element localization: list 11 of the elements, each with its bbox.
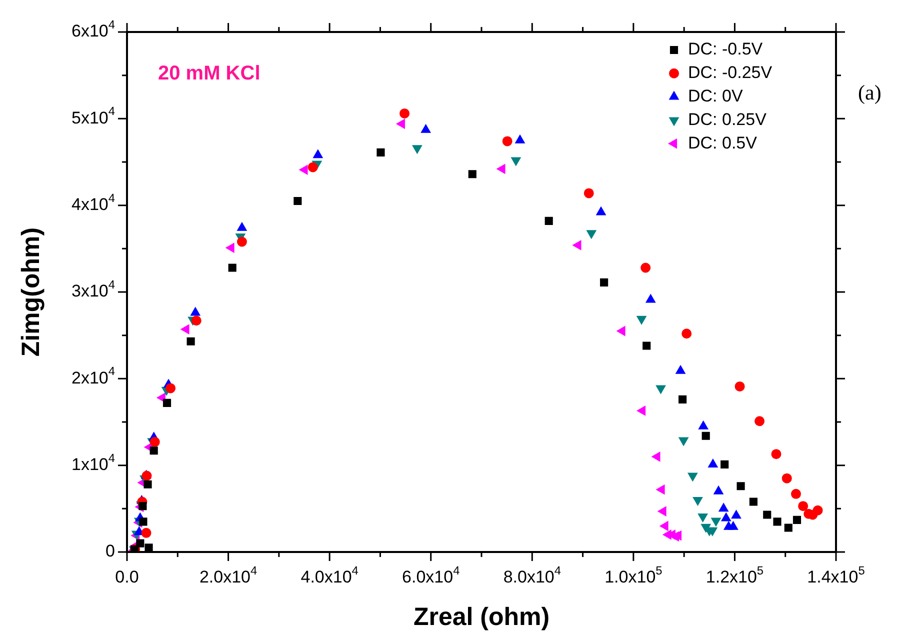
annotation: 20 mM KCl: [158, 62, 260, 85]
text: (a): [858, 80, 882, 105]
x-tick-label: 0.0: [115, 568, 139, 587]
legend-label: DC: -0.5V: [688, 40, 764, 59]
x-axis-title: Zreal (ohm): [413, 602, 550, 631]
legend-label: DC: 0.25V: [688, 110, 768, 129]
legend-label: DC: 0V: [688, 86, 744, 106]
y-tick-label: 0: [106, 542, 116, 561]
y-axis-title: Zimg(ohm): [16, 227, 45, 357]
legend-label: DC: -0.25V: [688, 63, 773, 82]
legend-label: DC: 0.5V: [688, 133, 758, 152]
